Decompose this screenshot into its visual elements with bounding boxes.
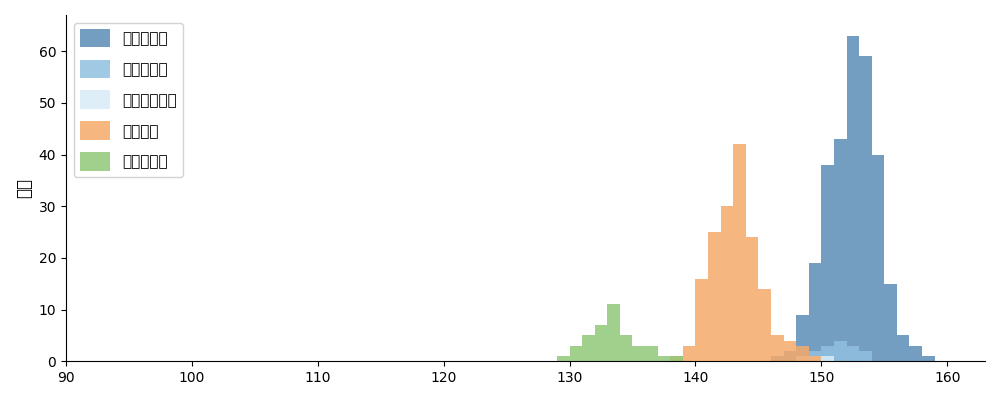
Bar <box>834 341 847 361</box>
Bar <box>796 356 809 361</box>
Bar <box>784 351 796 361</box>
Bar <box>809 356 821 361</box>
Bar <box>821 346 834 361</box>
Bar <box>809 351 821 361</box>
Bar <box>582 336 595 361</box>
Bar <box>695 278 708 361</box>
Bar <box>721 206 733 361</box>
Bar <box>632 346 645 361</box>
Bar <box>733 144 746 361</box>
Bar <box>859 351 872 361</box>
Bar <box>821 356 834 361</box>
Bar <box>670 356 683 361</box>
Bar <box>658 356 670 361</box>
Bar <box>847 36 859 361</box>
Bar <box>708 232 721 361</box>
Bar <box>909 346 922 361</box>
Bar <box>771 356 784 361</box>
Legend: ストレート, ツーシーム, カットボール, フォーク, スライダー: ストレート, ツーシーム, カットボール, フォーク, スライダー <box>74 23 183 177</box>
Bar <box>595 325 607 361</box>
Bar <box>784 341 796 361</box>
Bar <box>620 336 632 361</box>
Bar <box>607 304 620 361</box>
Bar <box>834 139 847 361</box>
Bar <box>809 263 821 361</box>
Bar <box>771 336 784 361</box>
Bar <box>922 356 935 361</box>
Bar <box>809 356 821 361</box>
Bar <box>897 336 909 361</box>
Bar <box>796 315 809 361</box>
Bar <box>859 56 872 361</box>
Bar <box>796 356 809 361</box>
Bar <box>821 165 834 361</box>
Bar <box>884 284 897 361</box>
Bar <box>645 346 658 361</box>
Bar <box>746 237 758 361</box>
Y-axis label: 球数: 球数 <box>15 178 33 198</box>
Bar <box>847 346 859 361</box>
Bar <box>570 346 582 361</box>
Bar <box>557 356 570 361</box>
Bar <box>670 356 683 361</box>
Bar <box>683 346 695 361</box>
Bar <box>758 289 771 361</box>
Bar <box>796 346 809 361</box>
Bar <box>872 154 884 361</box>
